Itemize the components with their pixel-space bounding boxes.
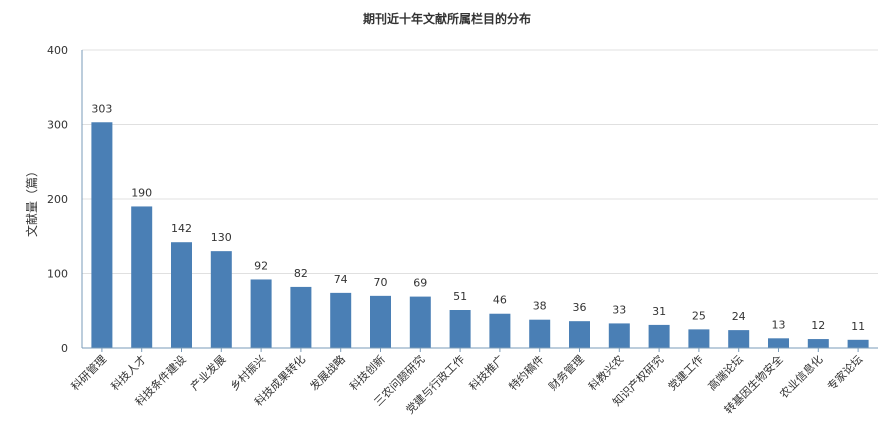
bars bbox=[91, 122, 869, 348]
bar bbox=[688, 329, 710, 348]
data-label: 36 bbox=[573, 301, 587, 314]
x-tick-label: 乡村振兴 bbox=[227, 352, 268, 393]
x-tick-label: 财务管理 bbox=[546, 352, 587, 393]
x-tick-label: 科技创新 bbox=[347, 352, 388, 393]
data-label: 70 bbox=[374, 276, 388, 289]
x-tick-label: 科技推广 bbox=[466, 352, 507, 393]
x-tick-label: 科技人才 bbox=[108, 352, 149, 393]
x-tick-label: 农业信息化 bbox=[777, 352, 826, 401]
bar bbox=[171, 242, 192, 348]
bar bbox=[608, 323, 630, 348]
bar bbox=[768, 338, 789, 348]
bar bbox=[370, 295, 391, 348]
data-label: 51 bbox=[453, 290, 467, 303]
bar bbox=[250, 279, 272, 348]
data-label: 92 bbox=[254, 259, 268, 272]
bar bbox=[330, 292, 352, 348]
data-label: 13 bbox=[772, 318, 786, 331]
bar bbox=[728, 330, 750, 348]
bar bbox=[648, 324, 670, 348]
data-label: 69 bbox=[413, 277, 427, 290]
x-tick-label: 党建工作 bbox=[665, 352, 706, 393]
data-label: 12 bbox=[811, 319, 825, 332]
grid-lines bbox=[82, 49, 878, 274]
bar bbox=[569, 321, 590, 348]
data-label: 25 bbox=[692, 309, 706, 322]
bar bbox=[449, 310, 471, 348]
data-label: 74 bbox=[334, 273, 348, 286]
x-tick-label: 产业发展 bbox=[187, 352, 228, 393]
bar bbox=[529, 319, 551, 348]
data-label: 142 bbox=[171, 222, 192, 235]
x-tick-label: 科研管理 bbox=[68, 352, 109, 393]
axes bbox=[81, 50, 878, 352]
x-tick-label: 专家论坛 bbox=[824, 352, 865, 393]
y-tick-label: 200 bbox=[47, 193, 68, 206]
data-label: 82 bbox=[294, 267, 308, 280]
bar bbox=[847, 339, 869, 348]
data-label: 38 bbox=[533, 300, 547, 313]
x-tick-label: 科教兴农 bbox=[585, 352, 626, 393]
data-label: 24 bbox=[732, 310, 746, 323]
x-tick-label: 高端论坛 bbox=[705, 352, 746, 393]
data-label: 11 bbox=[851, 320, 865, 333]
bar bbox=[91, 122, 113, 348]
data-label: 33 bbox=[612, 303, 626, 316]
x-tick-label: 发展战略 bbox=[307, 352, 348, 393]
bar bbox=[409, 296, 431, 348]
chart-title: 期刊近十年文献所属栏目的分布 bbox=[362, 12, 531, 26]
y-tick-label: 0 bbox=[61, 342, 68, 355]
data-label: 46 bbox=[493, 294, 507, 307]
x-tick-label: 特约稿件 bbox=[506, 352, 547, 393]
bar bbox=[131, 206, 153, 348]
data-label: 190 bbox=[131, 186, 152, 199]
y-tick-label: 100 bbox=[47, 268, 68, 281]
y-axis-title: 文献量（篇） bbox=[24, 165, 39, 237]
y-tick-label: 400 bbox=[47, 44, 68, 57]
bar bbox=[807, 339, 829, 348]
data-label: 303 bbox=[91, 102, 112, 115]
bar bbox=[210, 251, 232, 348]
data-label: 130 bbox=[211, 231, 232, 244]
data-label: 31 bbox=[652, 305, 666, 318]
y-tick-label: 300 bbox=[47, 119, 68, 132]
bar bbox=[489, 313, 511, 348]
bar bbox=[290, 286, 312, 348]
